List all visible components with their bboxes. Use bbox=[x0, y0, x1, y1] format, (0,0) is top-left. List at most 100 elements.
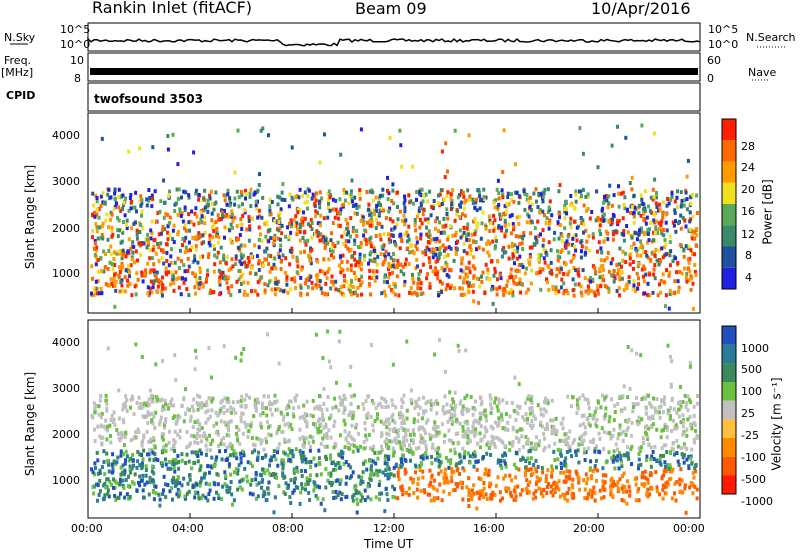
rti-cell bbox=[650, 250, 654, 255]
rti-cell bbox=[403, 232, 407, 237]
rti-cell bbox=[439, 469, 443, 474]
rti-cell bbox=[646, 477, 650, 482]
rti-cell bbox=[127, 484, 130, 488]
rti-cell bbox=[450, 199, 454, 203]
rti-cell bbox=[443, 472, 447, 476]
rti-cell bbox=[407, 237, 411, 242]
rti-cell bbox=[606, 231, 610, 236]
rti-cell bbox=[410, 401, 414, 406]
rti-cell bbox=[290, 427, 294, 432]
rti-cell bbox=[618, 274, 622, 279]
rti-cell bbox=[330, 483, 334, 488]
rti-cell bbox=[275, 220, 279, 225]
rti-cell bbox=[416, 476, 420, 481]
rti-cell bbox=[558, 438, 562, 443]
rti-cell bbox=[652, 194, 656, 199]
rti-cell bbox=[451, 233, 455, 238]
rti-cell bbox=[556, 249, 559, 254]
rti-cell bbox=[572, 234, 576, 239]
rti-cell bbox=[388, 439, 392, 444]
rti-cell bbox=[552, 424, 556, 429]
rti-cell bbox=[261, 195, 265, 200]
rti-cell bbox=[471, 201, 475, 205]
rti-cell bbox=[240, 411, 244, 416]
rti-cell bbox=[632, 210, 636, 215]
rti-cell bbox=[426, 220, 430, 225]
rti-cell bbox=[239, 415, 243, 420]
rti-cell bbox=[357, 204, 361, 209]
rti-cell bbox=[443, 175, 447, 179]
rti-cell bbox=[565, 469, 569, 473]
rti-cell bbox=[666, 408, 670, 413]
rti-cell bbox=[387, 404, 390, 409]
rti-cell bbox=[391, 362, 395, 367]
rti-cell bbox=[635, 271, 639, 276]
rti-cell bbox=[575, 225, 579, 230]
rti-cell bbox=[202, 403, 206, 408]
rti-cell bbox=[157, 232, 161, 237]
rti-cell bbox=[558, 215, 561, 220]
rti-cell bbox=[359, 219, 363, 223]
rti-cell bbox=[578, 436, 582, 441]
rti-cell bbox=[222, 257, 226, 262]
rti-cell bbox=[255, 436, 259, 441]
rti-cell bbox=[556, 220, 560, 225]
rti-cell bbox=[247, 238, 251, 243]
rti-cell bbox=[387, 467, 391, 472]
rti-cell bbox=[148, 248, 152, 253]
rti-cell bbox=[624, 260, 628, 264]
rti-cell bbox=[350, 279, 354, 284]
rti-cell bbox=[351, 229, 355, 234]
rti-cell bbox=[435, 258, 439, 263]
rti-cell bbox=[197, 197, 201, 202]
rti-cell bbox=[679, 213, 683, 218]
rti-cell bbox=[226, 192, 230, 197]
rti-cell bbox=[621, 474, 624, 478]
rti-cell bbox=[529, 208, 533, 213]
rti-cell bbox=[466, 274, 469, 279]
rti-cell bbox=[311, 286, 315, 291]
rti-cell bbox=[209, 396, 212, 401]
rti-cell bbox=[168, 221, 172, 225]
rti-cell bbox=[504, 412, 508, 417]
rti-cell bbox=[324, 434, 327, 439]
rti-cell bbox=[238, 233, 242, 237]
rti-cell bbox=[405, 230, 409, 235]
rti-cell bbox=[128, 282, 132, 286]
rti-cell bbox=[123, 213, 127, 218]
rti-cell bbox=[685, 433, 689, 438]
rti-cell bbox=[311, 439, 315, 444]
rti-cell bbox=[398, 415, 402, 420]
rti-cell bbox=[551, 287, 555, 292]
rti-cell bbox=[625, 489, 629, 494]
rti-cell bbox=[501, 426, 505, 431]
power-cbar-tick: 4 bbox=[745, 271, 752, 284]
rti-cell bbox=[580, 244, 584, 249]
rti-cell bbox=[128, 494, 132, 499]
velocity-cbar-tick: 100 bbox=[741, 385, 762, 398]
rti-cell bbox=[326, 269, 330, 274]
rti-cell bbox=[328, 480, 332, 485]
rti-cell bbox=[419, 232, 423, 237]
rti-cell bbox=[316, 233, 320, 238]
rti-cell bbox=[496, 423, 500, 428]
rti-cell bbox=[487, 253, 491, 258]
rti-cell bbox=[105, 401, 109, 406]
rti-cell bbox=[632, 283, 636, 288]
rti-cell bbox=[692, 475, 696, 480]
rti-cell bbox=[107, 469, 111, 474]
rti-cell bbox=[450, 475, 454, 480]
rti-cell bbox=[541, 243, 545, 248]
rti-cell bbox=[161, 225, 165, 230]
rti-cell bbox=[623, 206, 627, 211]
rti-cell bbox=[362, 439, 366, 444]
rti-cell bbox=[177, 187, 181, 192]
rti-cell bbox=[443, 467, 447, 472]
rti-cell bbox=[219, 419, 223, 424]
rti-cell bbox=[593, 447, 597, 451]
rti-cell bbox=[169, 400, 173, 405]
rti-cell bbox=[453, 451, 457, 456]
velocity-cbar-tick: -25 bbox=[741, 429, 759, 442]
rti-cell bbox=[211, 235, 215, 240]
rti-cell bbox=[324, 422, 328, 427]
